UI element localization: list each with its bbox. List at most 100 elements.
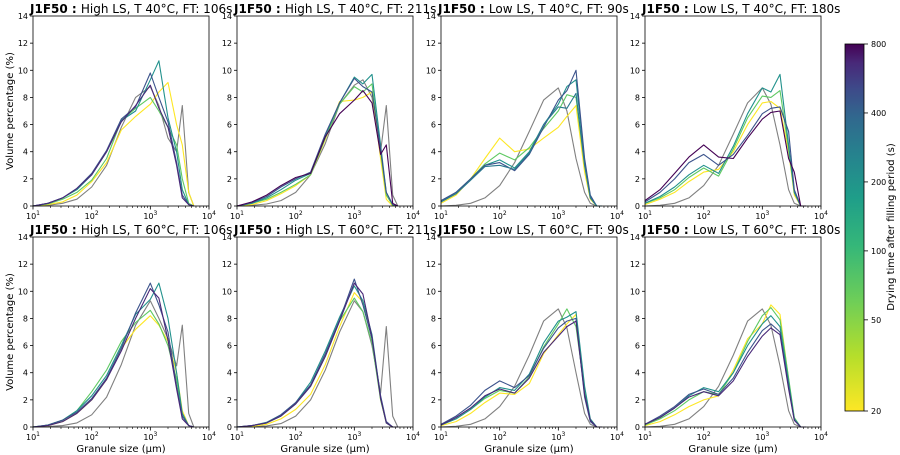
y-tick-label: 8	[431, 314, 436, 323]
y-tick-label: 10	[630, 66, 640, 75]
series-line-reference	[32, 300, 195, 428]
x-tick-label: 102	[493, 210, 507, 221]
series-line-t20	[236, 91, 398, 207]
x-tick-label: 101	[26, 431, 40, 442]
y-tick-label: 4	[635, 148, 640, 157]
series-line-t400	[644, 327, 806, 428]
y-axis-label: Volume percentage (%)	[5, 52, 16, 170]
x-tick-label: 101	[230, 210, 244, 221]
y-tick-label: 10	[426, 287, 436, 296]
panel-title: J1F50 : High LS, T 40°C, FT: 211s	[233, 2, 436, 16]
colorbar-gradient	[844, 43, 865, 412]
series-line-t800	[644, 110, 806, 207]
y-tick-label: 2	[23, 396, 28, 405]
y-tick-label: 0	[227, 423, 232, 432]
series-group	[644, 304, 806, 428]
series-line-t100	[32, 282, 194, 428]
series-line-t20	[644, 304, 806, 428]
panel-title: J1F50 : High LS, T 60°C, FT: 106s	[29, 223, 232, 237]
y-tick-label: 6	[635, 121, 640, 130]
series-group	[644, 73, 806, 207]
series-group	[440, 308, 602, 428]
x-tick-label: 103	[347, 431, 361, 442]
y-tick-label: 12	[630, 260, 640, 269]
series-line-reference	[32, 86, 195, 207]
y-tick-label: 12	[18, 39, 28, 48]
series-group	[32, 282, 195, 428]
series-line-t20	[440, 105, 602, 207]
y-tick-label: 8	[227, 314, 232, 323]
x-tick-label: 102	[493, 431, 507, 442]
y-tick-label: 2	[23, 175, 28, 184]
y-tick-label: 14	[222, 233, 232, 242]
panel-4: 0 2 4 6 8 10 12 14 101 102 103 104 J1F50 : Low LS, T…	[630, 2, 841, 221]
y-tick-label: 12	[18, 260, 28, 269]
series-line-t400	[32, 288, 194, 428]
y-tick-label: 14	[426, 233, 436, 242]
y-tick-label: 0	[431, 423, 436, 432]
y-tick-label: 14	[630, 12, 640, 21]
y-tick-label: 8	[23, 93, 28, 102]
series-line-t400	[644, 106, 806, 207]
axes-frame	[236, 236, 414, 428]
y-tick-label: 10	[630, 287, 640, 296]
series-group	[440, 69, 602, 207]
series-group	[32, 60, 195, 207]
series-line-t200	[440, 69, 602, 207]
panel-title: J1F50 : High LS, T 40°C, FT: 106s	[29, 2, 232, 16]
series-line-t200	[32, 282, 194, 428]
x-tick-label: 102	[289, 431, 303, 442]
panel-title: J1F50 : High LS, T 60°C, FT: 211s	[233, 223, 436, 237]
colorbar-tick-label: 20	[871, 407, 881, 416]
y-tick-label: 2	[227, 175, 232, 184]
x-axis-label: Granule size (µm)	[484, 444, 573, 455]
colorbar-tick-label: 800	[871, 40, 886, 49]
y-tick-label: 10	[18, 66, 28, 75]
y-tick-label: 2	[431, 175, 436, 184]
series-line-t400	[440, 92, 602, 207]
y-tick-label: 8	[227, 93, 232, 102]
y-tick-label: 4	[227, 369, 232, 378]
y-tick-label: 0	[635, 202, 640, 211]
series-group	[236, 73, 399, 207]
x-tick-label: 101	[638, 210, 652, 221]
y-tick-label: 2	[635, 175, 640, 184]
x-tick-label: 103	[755, 431, 769, 442]
y-tick-label: 10	[222, 66, 232, 75]
panel-title: J1F50 : Low LS, T 40°C, FT: 90s	[437, 2, 629, 16]
x-tick-label: 101	[26, 210, 40, 221]
series-line-reference	[644, 308, 806, 428]
x-tick-label: 104	[814, 431, 828, 442]
y-tick-label: 4	[431, 148, 436, 157]
y-tick-label: 6	[431, 342, 436, 351]
series-line-t400	[440, 320, 602, 428]
y-tick-label: 8	[635, 314, 640, 323]
panel-title: J1F50 : Low LS, T 60°C, FT: 90s	[437, 223, 629, 237]
axes-frame	[644, 236, 822, 428]
x-tick-label: 103	[551, 210, 565, 221]
colorbar-tick-label: 100	[871, 247, 886, 256]
panel-8: 0 2 4 6 8 10 12 14 101 102 103 104 J1F50 : Low LS, T…	[630, 223, 841, 455]
x-tick-label: 101	[230, 431, 244, 442]
series-line-t200	[236, 77, 398, 207]
y-tick-label: 6	[227, 121, 232, 130]
y-tick-label: 0	[431, 202, 436, 211]
colorbar-tick-label: 50	[871, 316, 881, 325]
y-tick-label: 14	[18, 233, 28, 242]
y-tick-label: 4	[431, 369, 436, 378]
x-tick-label: 103	[551, 431, 565, 442]
x-axis-label: Granule size (µm)	[76, 444, 165, 455]
y-tick-label: 12	[426, 39, 436, 48]
panel-3: 0 2 4 6 8 10 12 14 101 102 103 104 J1F50 : Low LS, T…	[426, 2, 629, 221]
x-tick-label: 103	[143, 210, 157, 221]
y-tick-label: 2	[227, 396, 232, 405]
x-tick-label: 103	[143, 431, 157, 442]
series-line-reference	[236, 300, 399, 428]
series-line-t100	[644, 73, 806, 207]
colorbar-tick-label: 200	[871, 178, 886, 187]
series-line-t50	[644, 90, 806, 207]
y-tick-label: 0	[23, 423, 28, 432]
series-line-t400	[32, 84, 194, 207]
